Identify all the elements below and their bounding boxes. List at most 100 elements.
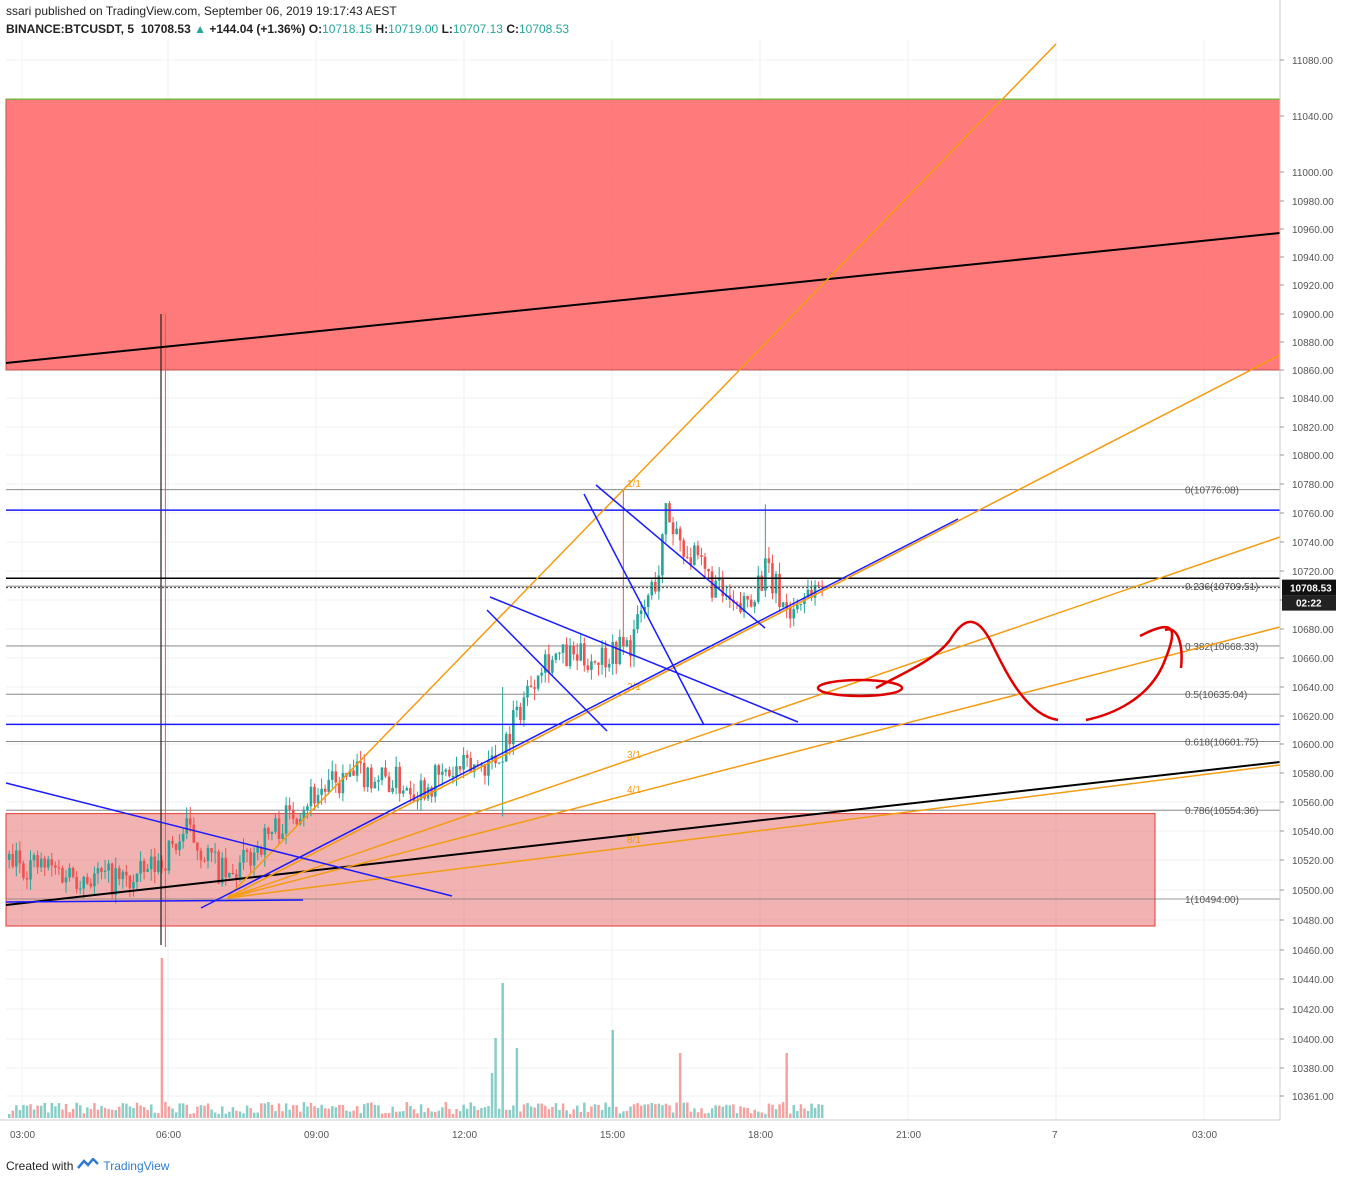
candle-body bbox=[178, 841, 181, 851]
volume-bar bbox=[313, 1106, 316, 1118]
symbol-name[interactable]: BINANCE:BTCUSDT, 5 bbox=[6, 22, 135, 36]
volume-bar bbox=[632, 1104, 636, 1118]
volume-bar bbox=[572, 1109, 575, 1118]
volume-bar bbox=[512, 1105, 515, 1118]
candle-body bbox=[167, 840, 171, 871]
volume-bar bbox=[732, 1104, 735, 1118]
volume-bar bbox=[352, 1110, 355, 1118]
volume-bar bbox=[68, 1112, 71, 1118]
volume-bar bbox=[178, 1103, 181, 1118]
volume-bar bbox=[398, 1111, 401, 1118]
candle-body bbox=[86, 876, 89, 884]
volume-bar bbox=[118, 1106, 121, 1118]
volume-bar bbox=[764, 1113, 767, 1118]
candle-body bbox=[281, 833, 284, 840]
candle-body bbox=[32, 855, 36, 861]
volume-bar bbox=[519, 1111, 522, 1118]
volume-bar bbox=[544, 1105, 547, 1118]
candle-body bbox=[93, 873, 96, 887]
volume-bar bbox=[554, 1103, 558, 1118]
candle-body bbox=[284, 805, 288, 834]
volume-bar bbox=[529, 1106, 533, 1118]
candle-body bbox=[377, 780, 380, 782]
price-change: +144.04 (+1.36%) bbox=[209, 22, 306, 36]
volume-bar bbox=[260, 1103, 263, 1118]
footer: Created with TradingView bbox=[6, 1157, 170, 1173]
volume-bar bbox=[281, 1111, 284, 1118]
volume-bar bbox=[125, 1103, 128, 1118]
candle-body bbox=[462, 754, 465, 770]
candle-body bbox=[611, 642, 614, 664]
candle-body bbox=[157, 860, 160, 872]
candle-body bbox=[18, 850, 22, 864]
volume-bar bbox=[522, 1104, 526, 1118]
candle-body bbox=[100, 868, 103, 872]
volume-bar bbox=[359, 1113, 362, 1118]
candle-body bbox=[604, 647, 607, 668]
candle-body bbox=[210, 848, 213, 853]
volume-bar bbox=[480, 1108, 483, 1118]
volume-bar bbox=[412, 1109, 416, 1118]
x-tick-label: 12:00 bbox=[452, 1130, 477, 1141]
annotation-arrow bbox=[1085, 625, 1183, 722]
volume-bar bbox=[203, 1105, 206, 1118]
volume-bar bbox=[568, 1113, 572, 1118]
candle-body bbox=[565, 644, 568, 667]
candle-body bbox=[288, 805, 291, 810]
trendline-blue bbox=[200, 518, 959, 909]
y-tick-label: 10920.00 bbox=[1292, 281, 1334, 292]
tradingview-brand[interactable]: TradingView bbox=[103, 1158, 170, 1173]
volume-bar bbox=[39, 1105, 43, 1118]
candle-body bbox=[529, 685, 533, 688]
last-price-box bbox=[1282, 579, 1336, 596]
volume-bar bbox=[611, 1030, 614, 1118]
y-tick-label: 10740.00 bbox=[1292, 538, 1334, 549]
volume-bar bbox=[728, 1105, 732, 1118]
candle-body bbox=[295, 818, 299, 825]
y-tick-label: 10880.00 bbox=[1292, 338, 1334, 349]
candle-body bbox=[693, 545, 696, 566]
volume-bar bbox=[473, 1106, 476, 1118]
candle-body bbox=[78, 888, 82, 890]
volume-bar bbox=[224, 1113, 228, 1118]
candle-body bbox=[593, 661, 597, 663]
volume-bar bbox=[714, 1105, 717, 1118]
fib-fan-label: 2/1 bbox=[627, 682, 641, 693]
volume-bar bbox=[110, 1109, 114, 1118]
volume-bar bbox=[441, 1107, 444, 1118]
high-label: H: bbox=[375, 22, 389, 36]
volume-bar bbox=[192, 1113, 196, 1118]
volume-bar bbox=[25, 1105, 29, 1118]
volume-bar bbox=[643, 1104, 646, 1118]
candle-body bbox=[778, 573, 781, 607]
volume-bar bbox=[579, 1111, 583, 1118]
fib-level-label: 0(10776.08) bbox=[1185, 486, 1239, 497]
volume-bar bbox=[252, 1112, 256, 1118]
volume-bar bbox=[377, 1105, 380, 1118]
trendline-blue bbox=[5, 899, 304, 903]
candle-body bbox=[707, 568, 710, 572]
volume-bar bbox=[678, 1053, 682, 1118]
volume-bar bbox=[8, 1113, 11, 1118]
candle-body bbox=[654, 581, 657, 592]
volume-bar bbox=[57, 1103, 61, 1118]
candle-body bbox=[558, 652, 561, 654]
volume-bar bbox=[267, 1102, 270, 1118]
volume-bar bbox=[409, 1105, 412, 1118]
volume-bar bbox=[771, 1104, 774, 1118]
volume-bar bbox=[647, 1104, 650, 1118]
candle-body bbox=[306, 806, 309, 811]
volume-bar bbox=[394, 1111, 398, 1118]
high-value: 10719.00 bbox=[388, 22, 439, 36]
volume-bar bbox=[576, 1105, 579, 1118]
volume-bar bbox=[121, 1103, 125, 1118]
volume-bar bbox=[455, 1109, 458, 1118]
symbol-line: BINANCE:BTCUSDT, 5 10708.53 ▲ +144.04 (+… bbox=[6, 22, 569, 36]
candle-body bbox=[270, 831, 274, 835]
volume-bar bbox=[718, 1105, 721, 1118]
y-tick-label: 10960.00 bbox=[1292, 225, 1334, 236]
y-tick-label: 10480.00 bbox=[1292, 916, 1334, 927]
candle-body bbox=[813, 585, 817, 598]
candle-body bbox=[753, 601, 756, 607]
